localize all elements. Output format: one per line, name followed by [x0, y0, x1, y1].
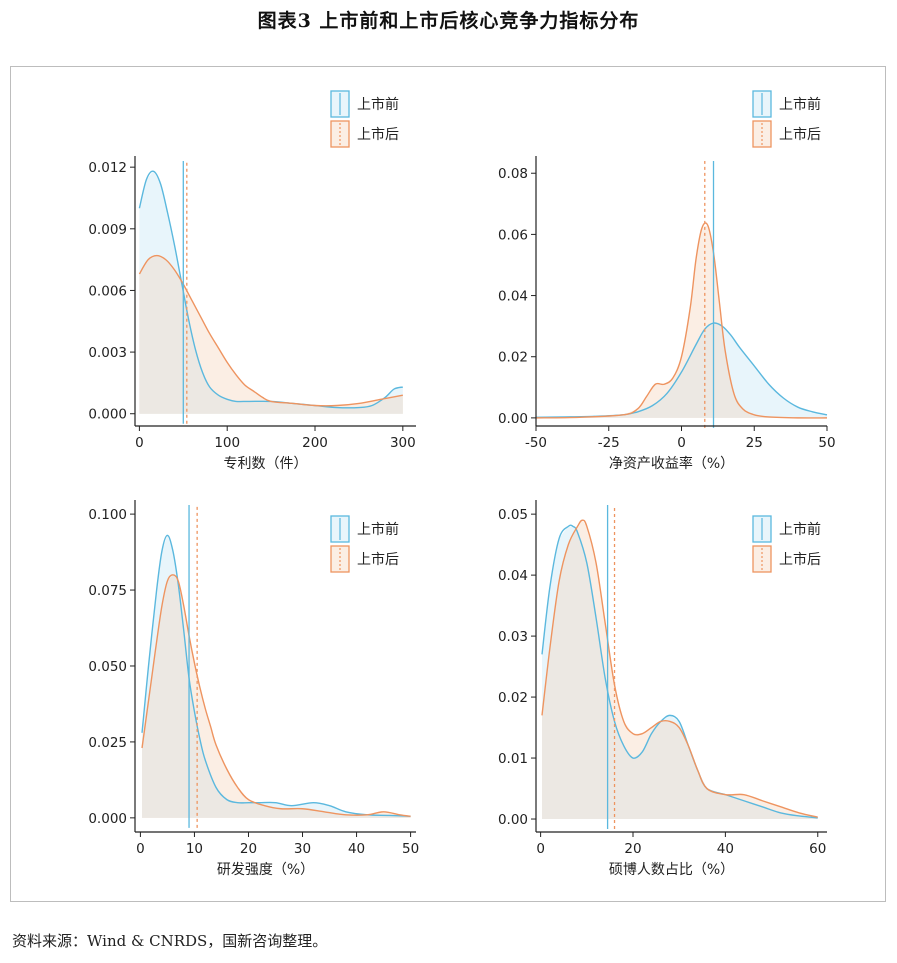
x-tick-label: 0	[135, 435, 144, 451]
x-tick-label: -25	[598, 435, 620, 451]
area-overlap	[542, 530, 818, 820]
y-tick-label: 0.00	[498, 812, 528, 828]
curve-before	[141, 534, 411, 818]
x-tick-label: -50	[525, 435, 547, 451]
chart-roe-svg: 0.00 0.02 0.04 0.06 0.08 -50 -25 0 25 50 净资产收益率（%）…	[498, 90, 836, 472]
y-tick-label: 0.025	[88, 735, 127, 751]
x-tick-label: 60	[809, 841, 826, 857]
area-after	[142, 575, 411, 818]
area-overlap	[536, 323, 827, 418]
x-tick-label: 0	[536, 841, 545, 857]
y-tick-label: 0.000	[88, 811, 127, 827]
chart-patents-svg: 0.000 0.003 0.006 0.009 0.012 0 100 200 300 专利数（件…	[88, 90, 416, 472]
y-tick-label: 0.100	[88, 507, 127, 523]
y-tick-label: 0.04	[498, 289, 528, 305]
area-overlap	[139, 255, 403, 414]
legend-swatch-after	[752, 545, 772, 573]
legend-label-before: 上市前	[357, 521, 399, 538]
legend-label-before: 上市前	[779, 521, 821, 538]
figure-frame: 0.000 0.003 0.006 0.009 0.012 0 100 200 300 专利数（件…	[10, 66, 886, 902]
area-after	[139, 255, 403, 414]
x-axis-label: 研发强度（%）	[217, 862, 314, 878]
legend-label-after: 上市后	[779, 551, 821, 568]
density-areas	[542, 520, 818, 820]
curve-after	[141, 574, 411, 818]
legend-label-after: 上市后	[779, 126, 821, 143]
y-tick-label: 0.009	[88, 222, 127, 238]
density-areas	[142, 535, 411, 818]
legend-label-after: 上市后	[357, 126, 399, 143]
area-overlap	[142, 575, 411, 818]
curve-after	[535, 222, 828, 419]
x-tick-label: 10	[186, 841, 203, 857]
x-tick-label: 30	[294, 841, 311, 857]
curve-before	[138, 170, 403, 409]
y-tick-label: 0.03	[498, 629, 528, 645]
legend-label-before: 上市前	[779, 96, 821, 113]
chart-masters-phd-share: 0.00 0.01 0.02 0.03 0.04 0.05 0 20 40 60 硕博人数占比（%）…	[441, 482, 881, 902]
curve-after	[541, 519, 818, 818]
legend-label-before: 上市前	[357, 96, 399, 113]
legend-swatch-after	[330, 120, 350, 148]
legend-swatch-after	[330, 545, 350, 573]
y-tick-label: 0.02	[498, 690, 528, 706]
x-tick-label: 20	[624, 841, 641, 857]
y-tick-label: 0.01	[498, 751, 528, 767]
legend-swatch-after	[752, 120, 772, 148]
y-tick-label: 0.04	[498, 568, 528, 584]
legend-label-after: 上市后	[357, 551, 399, 568]
y-tick-label: 0.075	[88, 583, 127, 599]
x-axis-label: 净资产收益率（%）	[609, 455, 734, 472]
curve-before	[541, 524, 818, 819]
x-tick-label: 40	[717, 841, 734, 857]
x-tick-label: 100	[214, 435, 240, 451]
area-before	[536, 323, 827, 418]
y-tick-label: 0.003	[88, 345, 127, 361]
y-tick-label: 0.050	[88, 659, 127, 675]
x-tick-label: 300	[390, 435, 416, 451]
y-tick-label: 0.006	[88, 283, 127, 299]
density-areas	[139, 172, 403, 414]
y-tick-label: 0.05	[498, 507, 528, 523]
x-axis-label: 硕博人数占比（%）	[609, 861, 734, 878]
x-tick-label: 0	[677, 435, 686, 451]
y-tick-label: 0.012	[88, 160, 127, 176]
chart-roe: 0.00 0.02 0.04 0.06 0.08 -50 -25 0 25 50 净资产收益率（%）…	[441, 67, 881, 482]
x-tick-label: 25	[746, 435, 763, 451]
x-tick-label: 50	[818, 435, 835, 451]
y-tick-label: 0.06	[498, 227, 528, 243]
y-tick-label: 0.000	[88, 407, 127, 423]
chart-rd-intensity: 0.000 0.025 0.050 0.075 0.100 0 10 20 30 40 50 研发强度…	[11, 482, 441, 902]
chart-patents: 0.000 0.003 0.006 0.009 0.012 0 100 200 300 专利数（件…	[11, 67, 441, 482]
source-note: 资料来源：Wind & CNRDS，国新咨询整理。	[12, 932, 328, 950]
curve-after	[138, 254, 403, 407]
x-tick-label: 200	[302, 435, 328, 451]
y-tick-label: 0.00	[498, 411, 528, 427]
x-axis-label: 专利数（件）	[224, 456, 308, 472]
density-areas	[536, 225, 827, 418]
y-tick-label: 0.08	[498, 166, 528, 182]
chart-masters-phd-share-svg: 0.00 0.01 0.02 0.03 0.04 0.05 0 20 40 60 硕博人数占比（%）…	[498, 500, 827, 878]
page-title: 图表3 上市前和上市后核心竞争力指标分布	[257, 10, 640, 32]
chart-rd-intensity-svg: 0.000 0.025 0.050 0.075 0.100 0 10 20 30 40 50 研发强度…	[88, 500, 419, 878]
x-tick-label: 50	[402, 841, 419, 857]
x-tick-label: 0	[136, 841, 145, 857]
x-tick-label: 40	[348, 841, 365, 857]
y-tick-label: 0.02	[498, 350, 528, 366]
x-tick-label: 20	[240, 841, 257, 857]
